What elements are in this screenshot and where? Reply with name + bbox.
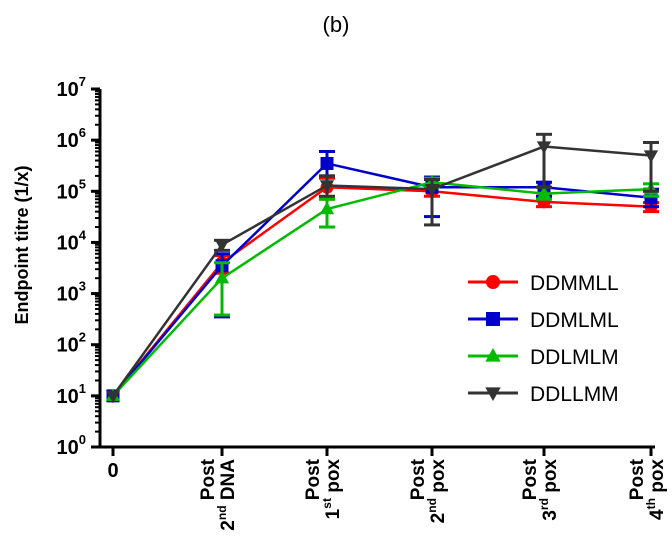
svg-text:Post: Post	[627, 458, 648, 500]
svg-text:3rd pox: 3rd pox	[537, 459, 561, 521]
legend-marker	[486, 312, 500, 326]
legend-item-ddmmll: DDMMLL	[468, 272, 619, 295]
y-tick-label: 105	[57, 176, 86, 203]
svg-text:2nd pox: 2nd pox	[425, 459, 449, 524]
series-line	[111, 145, 652, 397]
data-point	[319, 180, 335, 193]
legend-item-ddmlml: DDMLML	[468, 309, 619, 332]
y-tick-label: 106	[57, 125, 86, 152]
svg-text:1st pox: 1st pox	[320, 459, 344, 520]
x-tick-label: 0	[107, 460, 118, 482]
legend-marker	[485, 347, 501, 362]
series-line	[112, 185, 652, 397]
y-axis-ticks: 100 101 102 103 104 105 106 107	[57, 74, 100, 459]
legend-item-ddllmm: DDLLMM	[468, 383, 619, 406]
data-point	[214, 270, 230, 284]
panel-label: (b)	[322, 12, 350, 37]
svg-text:4th pox: 4th pox	[644, 459, 668, 520]
data-point	[319, 201, 335, 215]
svg-text:Post: Post	[303, 458, 324, 500]
legend-label: DDMLML	[530, 309, 619, 332]
legend-label: DDLMLM	[530, 346, 619, 369]
y-axis-label: Endpoint titre (1/x)	[12, 166, 32, 325]
y-tick-label: 107	[57, 74, 86, 101]
data-point	[105, 390, 121, 404]
svg-text:Post: Post	[520, 458, 541, 500]
series-line	[112, 162, 652, 397]
legend-label: DDLLMM	[530, 383, 619, 406]
svg-text:Post: Post	[408, 458, 429, 500]
y-tick-label: 102	[57, 330, 86, 357]
y-tick-label: 104	[57, 227, 87, 254]
y-tick-label: 103	[57, 279, 86, 306]
legend-marker	[485, 387, 501, 402]
legend-item-ddlmlm: DDLMLM	[468, 346, 619, 369]
svg-text:Post: Post	[198, 458, 219, 500]
legend: DDMMLL DDMLML DDLMLM DDLLMM	[468, 272, 619, 406]
y-tick-label: 100	[57, 432, 86, 459]
series-ddllmm	[105, 132, 659, 404]
data-point	[643, 150, 659, 164]
data-point	[536, 186, 552, 199]
legend-marker	[486, 275, 500, 289]
data-point	[320, 156, 334, 170]
data-point	[536, 141, 552, 155]
y-tick-label: 101	[57, 381, 86, 408]
series-line	[112, 181, 652, 397]
legend-label: DDMMLL	[530, 272, 619, 295]
data-point	[214, 239, 230, 253]
plot-area	[105, 132, 659, 404]
svg-text:2nd DNA: 2nd DNA	[215, 459, 239, 531]
data-point	[424, 183, 440, 197]
